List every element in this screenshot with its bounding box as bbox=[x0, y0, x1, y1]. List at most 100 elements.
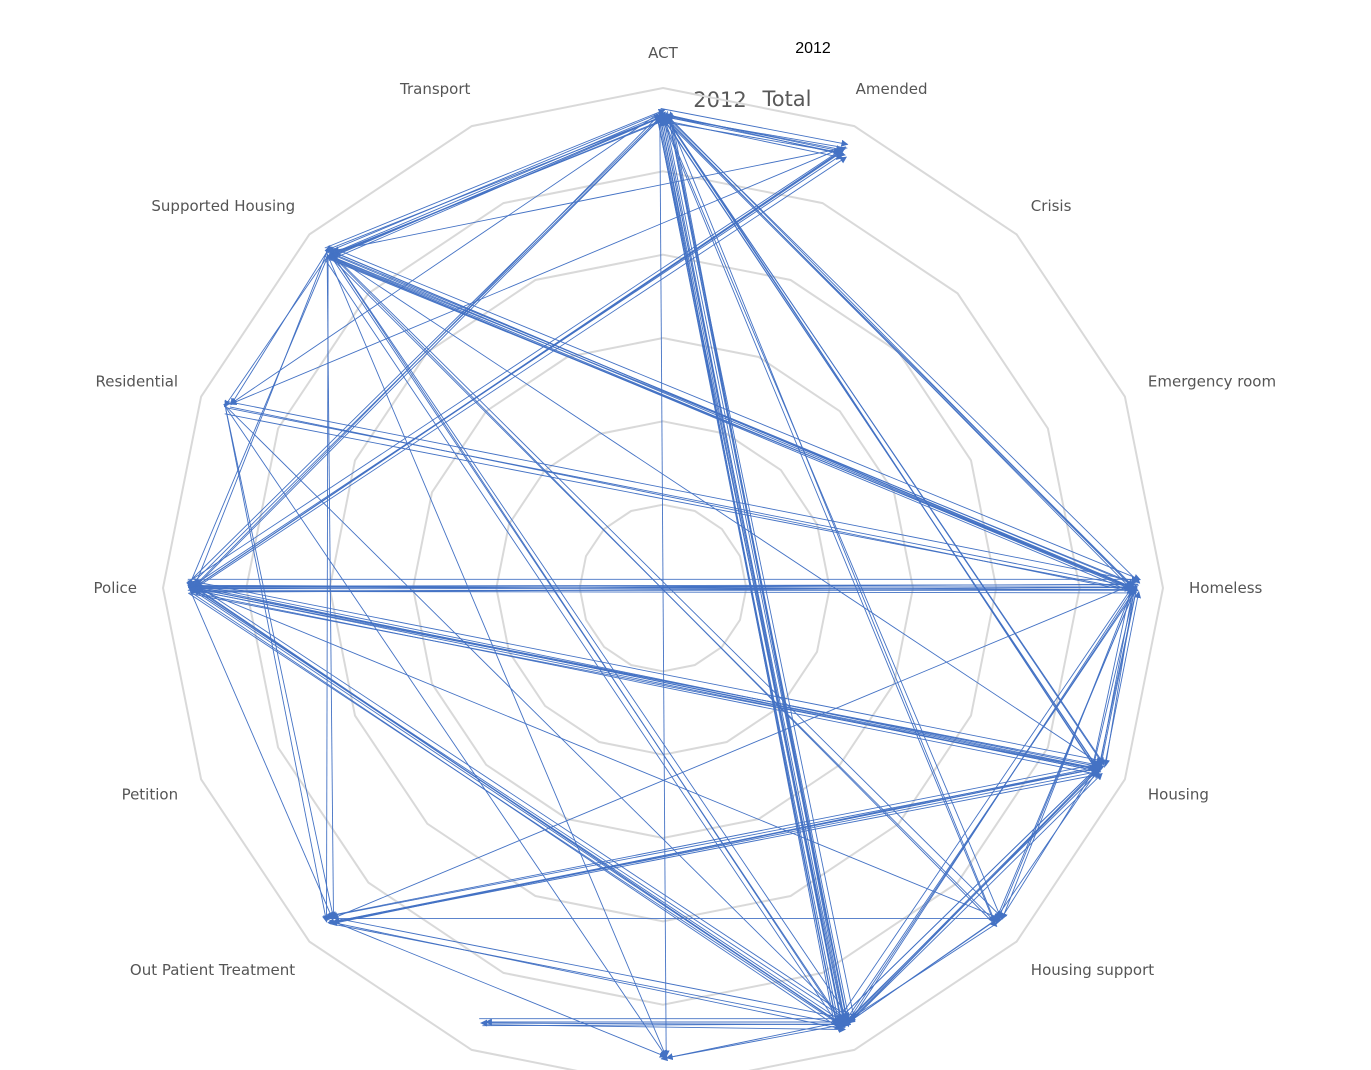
edge-housing-support-to-in-patient-treatment bbox=[843, 917, 999, 1026]
grid-ring-5 bbox=[245, 170, 1081, 1006]
edge-homeless-to-supported-housing bbox=[326, 254, 1135, 592]
title-text: Total bbox=[761, 87, 811, 111]
edge-out-patient-treatment-to-medical bbox=[325, 918, 667, 1058]
edge-homeless-to-supported-housing bbox=[326, 248, 1135, 589]
edge-homeless-to-out-patient-treatment bbox=[331, 584, 1132, 920]
edge-housing-to-police bbox=[187, 581, 1099, 770]
edge-housing-support-to-act bbox=[665, 112, 995, 919]
edge-act-to-supported-housing bbox=[326, 111, 664, 253]
edge-homeless-to-police bbox=[191, 583, 1139, 593]
edge-supported-housing-to-homeless bbox=[328, 245, 1141, 581]
node-label-housing-support: Housing support bbox=[1031, 961, 1154, 979]
edge-amended-to-act bbox=[664, 114, 848, 149]
edge-homeless-to-housing-support bbox=[1001, 585, 1135, 921]
edge-in-patient-treatment-to-housing bbox=[838, 763, 1102, 1020]
edge-residential-to-medical bbox=[223, 403, 667, 1058]
edge-housing-to-act bbox=[666, 117, 1105, 767]
edge-in-patient-treatment-to-medical bbox=[660, 1024, 844, 1062]
edge-homeless-to-in-patient-treatment bbox=[843, 585, 1138, 1028]
edge-police-to-in-patient-treatment bbox=[189, 591, 842, 1030]
node-label-housing: Housing bbox=[1148, 786, 1209, 804]
edge-act-to-supported-housing bbox=[324, 116, 661, 252]
edge-residential-to-out-patient-treatment bbox=[225, 409, 329, 923]
edge-police-to-housing-support bbox=[187, 584, 1001, 920]
edge-homeless-to-in-patient-treatment bbox=[842, 589, 1137, 1026]
edge-out-patient-treatment-to-housing bbox=[325, 761, 1103, 917]
edge-police-to-in-patient-treatment bbox=[189, 580, 850, 1018]
edge-homeless-to-in-patient-treatment bbox=[837, 589, 1132, 1022]
edge-supported-housing-to-out-patient-treatment bbox=[323, 255, 331, 923]
edge-amended-to-act bbox=[660, 113, 844, 154]
edge-housing-support-to-in-patient-treatment bbox=[841, 923, 998, 1025]
edge-homeless-to-housing bbox=[1097, 586, 1138, 773]
node-label-emergency-room: Emergency room bbox=[1148, 372, 1276, 390]
edge-in-patient-treatment-to-housing bbox=[848, 772, 1103, 1025]
edge-supported-housing-to-residential bbox=[224, 254, 329, 408]
edge-in-patient-treatment-to-police bbox=[188, 587, 844, 1027]
edge-supported-housing-to-act bbox=[328, 114, 662, 256]
edge-layer bbox=[186, 108, 1142, 1062]
chart-title: 2012 Total bbox=[693, 87, 811, 112]
edge-housing-to-act bbox=[661, 115, 1100, 771]
edge-housing-to-police bbox=[188, 586, 1099, 772]
edge-in-patient-treatment-to-police bbox=[193, 589, 849, 1021]
edge-police-to-amended bbox=[195, 156, 847, 589]
node-label-police: Police bbox=[94, 579, 138, 597]
edge-supported-housing-to-in-patient-treatment bbox=[324, 259, 839, 1025]
edge-supported-housing-to-police bbox=[187, 255, 329, 589]
edge-supported-housing-to-police bbox=[194, 251, 328, 586]
edge-act-to-in-patient-treatment bbox=[663, 116, 845, 1027]
edge-housing-to-housing-support bbox=[993, 769, 1099, 922]
edge-in-patient-treatment-to-medical bbox=[665, 1021, 841, 1061]
edge-in-patient-treatment-to-act bbox=[660, 118, 846, 1023]
edge-homeless-to-supported-housing bbox=[330, 253, 1131, 589]
edge-housing-to-police bbox=[192, 585, 1096, 770]
edge-act-to-amended bbox=[660, 108, 849, 147]
edge-out-patient-treatment-to-in-patient-treatment bbox=[329, 922, 843, 1027]
edge-out-patient-treatment-to-housing bbox=[329, 766, 1099, 924]
edge-housing-to-homeless bbox=[1093, 583, 1138, 766]
edge-residential-to-homeless bbox=[224, 400, 1140, 584]
node-labels: ACT Amended Crisis Emergency room Homeless Ho… bbox=[94, 44, 1277, 1070]
edge-amended-to-supported-housing bbox=[331, 148, 841, 254]
node-label-supported-housing: Supported Housing bbox=[151, 197, 295, 215]
edge-supported-housing-to-in-patient-treatment bbox=[331, 253, 845, 1029]
edge-act-to-residential bbox=[229, 112, 661, 405]
node-label-residential: Residential bbox=[95, 372, 178, 390]
edge-homeless-to-act bbox=[661, 114, 1137, 590]
edge-in-patient-treatment-to-police bbox=[192, 586, 840, 1024]
edge-amended-to-residential bbox=[229, 148, 841, 405]
edge-housing-to-in-patient-treatment bbox=[843, 765, 1102, 1027]
edge-supported-housing-to-act bbox=[328, 116, 662, 261]
edge-in-patient-treatment-to-act bbox=[654, 116, 840, 1027]
edge-supported-housing-to-housing-support bbox=[327, 249, 1002, 918]
edge-residential-to-in-patient-treatment bbox=[223, 403, 848, 1022]
edge-act-to-medical bbox=[659, 112, 670, 1058]
edge-supported-housing-to-residential bbox=[230, 251, 328, 406]
edge-act-to-amended bbox=[663, 119, 844, 160]
node-label-amended: Amended bbox=[856, 80, 928, 98]
grid-ring-3 bbox=[411, 336, 915, 840]
edge-in-patient-treatment-to-housing bbox=[843, 768, 1098, 1027]
edge-in-patient-treatment-to-act bbox=[657, 113, 843, 1028]
edge-police-to-housing bbox=[188, 580, 1104, 764]
node-label-transport: Transport bbox=[399, 80, 471, 98]
header-year-label: 2012 bbox=[795, 40, 831, 57]
edge-in-patient-treatment-to-act bbox=[657, 113, 835, 1023]
node-label-homeless: Homeless bbox=[1189, 579, 1263, 597]
edge-amended-to-act bbox=[665, 112, 841, 152]
node-label-petition: Petition bbox=[122, 786, 179, 804]
grid-ring-6 bbox=[161, 86, 1165, 1070]
edge-act-to-amended bbox=[660, 120, 841, 155]
edge-homeless-to-housing bbox=[1090, 590, 1131, 768]
edge-homeless-to-housing-support bbox=[995, 585, 1137, 925]
edge-police-to-housing bbox=[188, 592, 1097, 772]
edge-out-patient-treatment-to-in-patient-treatment bbox=[326, 915, 848, 1021]
node-label-act: ACT bbox=[648, 44, 678, 62]
edge-police-to-act bbox=[186, 111, 666, 585]
edge-police-to-homeless bbox=[192, 589, 1136, 597]
edge-in-patient-treatment-to-act bbox=[668, 111, 846, 1021]
edge-housing-to-housing-support bbox=[1000, 765, 1098, 920]
edge-housing-to-homeless bbox=[1103, 590, 1142, 768]
